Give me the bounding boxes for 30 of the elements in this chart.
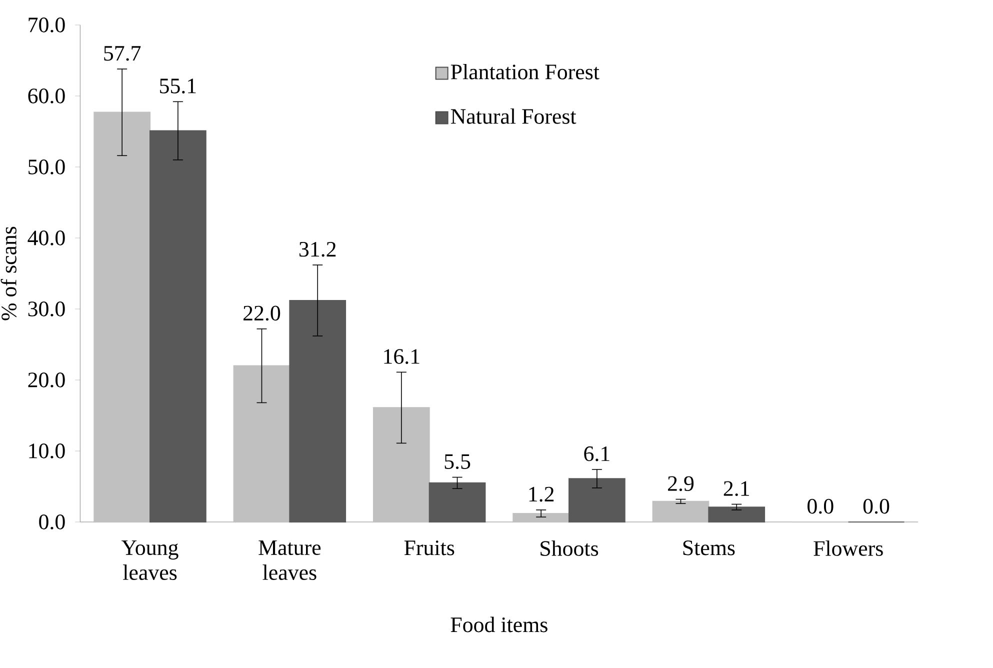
data-label: 55.1 <box>160 78 196 94</box>
data-label: 6.1 <box>584 446 610 462</box>
data-label: 0.0 <box>863 498 890 514</box>
x-tick-label: Young leaves <box>122 540 178 580</box>
data-label: 1.2 <box>529 486 554 502</box>
legend-label: Natural Forest <box>450 108 576 124</box>
y-tick-label: 20.0 <box>28 372 65 388</box>
y-tick-label: 30.0 <box>28 302 65 316</box>
y-tick-label: 40.0 <box>28 230 65 246</box>
legend-label: Plantation Forest <box>450 64 600 80</box>
y-tick-label: 10.0 <box>29 444 65 458</box>
y-tick-label: 0.0 <box>39 514 65 530</box>
x-tick-label: Stems <box>683 540 735 556</box>
data-label: 22.0 <box>244 306 280 321</box>
data-label: 5.5 <box>444 454 470 470</box>
y-tick-label: 50.0 <box>28 160 65 174</box>
x-tick-label: Mature leaves <box>258 540 321 580</box>
data-label: 16.1 <box>384 349 420 364</box>
data-label: 57.7 <box>104 46 141 61</box>
y-tick-label: 70.0 <box>28 18 65 32</box>
y-tick-label: 60.0 <box>28 88 65 104</box>
x-tick-label: Flowers <box>814 540 883 556</box>
x-axis-title: Food items <box>450 616 548 632</box>
data-label: 2.1 <box>724 481 749 496</box>
data-label: 31.2 <box>299 242 336 257</box>
data-label: 0.0 <box>808 498 834 514</box>
y-axis-title: % of scans <box>0 226 16 320</box>
data-label: 2.9 <box>668 476 694 492</box>
x-tick-label: Fruits <box>404 540 454 556</box>
x-tick-label: Shoots <box>540 540 598 556</box>
